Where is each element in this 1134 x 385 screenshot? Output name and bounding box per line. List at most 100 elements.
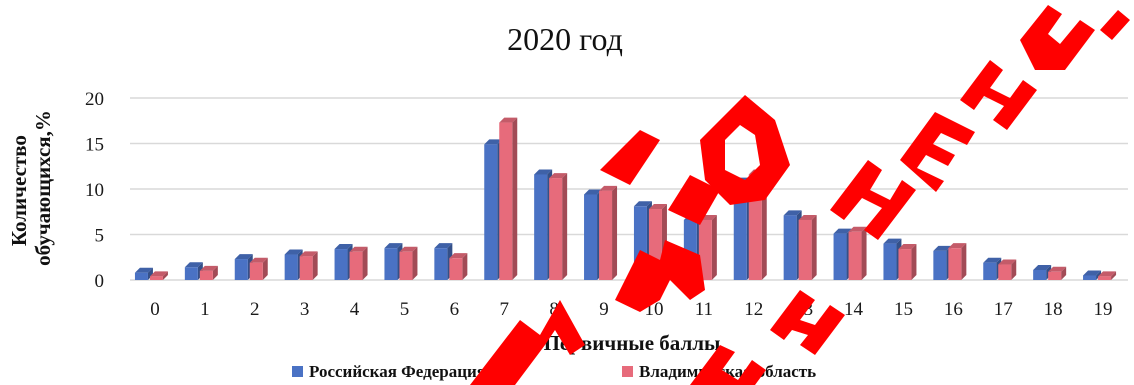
bar-front	[499, 122, 513, 280]
legend-swatch	[292, 366, 303, 377]
legend-swatch	[622, 366, 633, 377]
bar-top	[184, 262, 203, 268]
x-tick-label: 8	[549, 299, 559, 320]
bar-side	[612, 185, 618, 280]
bar-vlad-3	[299, 251, 318, 280]
bar-front	[599, 190, 613, 280]
bar-front	[1033, 269, 1047, 280]
bar-top	[434, 243, 453, 249]
bar-front	[584, 194, 598, 280]
bar-side	[412, 246, 418, 280]
bar-front	[998, 264, 1012, 280]
bar-top	[998, 259, 1017, 265]
bars	[134, 117, 1117, 280]
chart-title: 2020 год	[507, 21, 623, 57]
bar-top	[833, 228, 852, 234]
bar-top	[584, 189, 603, 195]
bar-top	[933, 245, 952, 251]
bar-front	[199, 270, 213, 280]
bar-side	[861, 226, 867, 280]
bar-front	[449, 258, 463, 280]
bar-side	[462, 253, 468, 280]
x-tick-label: 5	[400, 299, 410, 320]
x-tick-label: 9	[599, 299, 609, 320]
bar-top	[234, 254, 253, 260]
bar-front	[299, 256, 313, 280]
bar-side	[162, 271, 168, 280]
x-tick-label: 16	[944, 299, 963, 320]
bar-top	[149, 271, 168, 277]
bar-top	[399, 246, 418, 252]
bar-side	[711, 214, 717, 280]
x-tick-label: 15	[894, 299, 913, 320]
bar-side	[811, 214, 817, 280]
bar-front	[384, 248, 398, 280]
x-tick-label: 6	[450, 299, 460, 320]
x-tick-label: 2	[250, 299, 260, 320]
bar-top	[334, 244, 353, 250]
bar-top	[299, 251, 318, 257]
bar-front	[334, 249, 348, 280]
bar-vlad-13	[798, 214, 817, 280]
bar-top	[1048, 266, 1067, 272]
bar-top	[983, 257, 1002, 263]
bar-front	[399, 251, 413, 280]
bar-side	[262, 257, 268, 280]
bar-top	[948, 243, 967, 249]
bar-front	[933, 250, 947, 280]
bar-top	[1083, 270, 1102, 276]
bar-top	[484, 139, 503, 145]
bar-vlad-4	[349, 246, 368, 280]
bar-top	[798, 214, 817, 220]
bar-front	[534, 174, 548, 280]
bar-top	[134, 267, 153, 273]
bar-front	[284, 254, 298, 280]
bar-top	[534, 169, 553, 175]
y-tick-label: 0	[95, 271, 105, 292]
bar-side	[362, 246, 368, 280]
bar-front	[983, 262, 997, 280]
bar-vlad-19	[1098, 271, 1117, 280]
y-tick-label: 15	[85, 135, 104, 156]
y-tick-label: 20	[85, 89, 104, 110]
bar-top	[449, 253, 468, 259]
bar-front	[1083, 275, 1097, 280]
bar-front	[898, 249, 912, 280]
bar-front	[948, 248, 962, 280]
x-tick-label: 19	[1094, 299, 1113, 320]
bar-top	[249, 257, 268, 263]
x-tick-label: 1	[200, 299, 210, 320]
bar-vlad-8	[549, 173, 568, 280]
bar-side	[312, 251, 318, 280]
y-tick-label: 5	[95, 226, 105, 247]
bar-top	[349, 246, 368, 252]
bar-side	[212, 265, 218, 280]
bar-front	[1048, 271, 1062, 280]
legend-label: Владимирская область	[639, 362, 816, 381]
y-tick-label: 10	[85, 180, 104, 201]
bar-side	[147, 267, 153, 280]
bar-front	[434, 248, 448, 280]
bar-vlad-14	[848, 226, 867, 280]
bar-front	[134, 272, 148, 280]
bar-top	[549, 173, 568, 179]
x-tick-label: 14	[844, 299, 864, 320]
gridlines	[130, 97, 1128, 281]
bar-front	[783, 215, 797, 280]
bar-front	[484, 144, 498, 280]
bar-front	[798, 219, 812, 280]
bar-front	[883, 243, 897, 280]
bar-side	[911, 244, 917, 280]
bar-rf-19	[1083, 270, 1102, 280]
bar-vlad-2	[249, 257, 268, 280]
bar-front	[733, 182, 747, 280]
bar-top	[633, 201, 652, 207]
bar-top	[783, 210, 802, 216]
bar-vlad-11	[698, 214, 717, 280]
bar-vlad-9	[599, 185, 618, 280]
bar-rf-0	[134, 267, 153, 280]
bar-top	[199, 265, 218, 271]
bar-vlad-6	[449, 253, 468, 280]
bar-front	[848, 231, 862, 280]
bar-top	[384, 243, 403, 249]
